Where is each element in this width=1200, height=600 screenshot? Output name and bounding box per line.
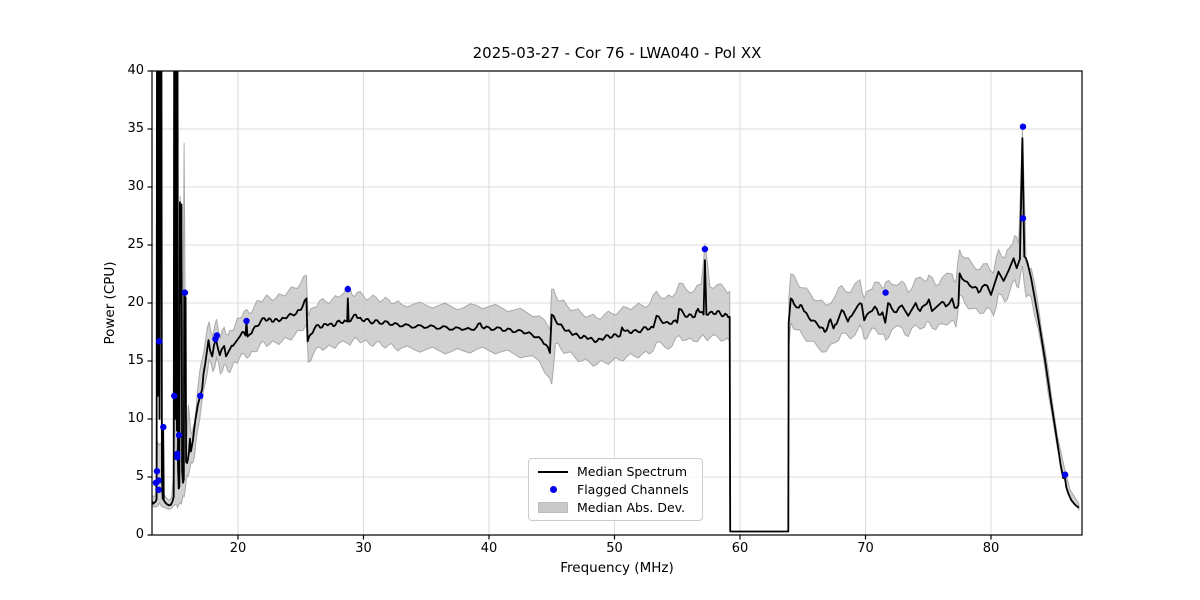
y-tick-label: 30 (127, 179, 144, 194)
legend-item-median-spectrum: Median Spectrum (538, 463, 694, 481)
y-tick-label: 40 (127, 63, 144, 78)
flagged-channel-dot (1019, 123, 1027, 130)
flagged-channel-dot (344, 285, 351, 293)
legend-label: Median Abs. Dev. (577, 499, 686, 515)
y-tick-label: 0 (135, 527, 144, 542)
flagged-channel-dot (701, 245, 709, 253)
x-tick-label: 60 (731, 541, 749, 556)
plot-border (151, 70, 1083, 536)
flagged-channel-dot (155, 486, 162, 493)
flagged-channel-dot (882, 289, 889, 296)
mad-patch-swatch-icon (538, 501, 568, 513)
flagged-channel-dot (171, 392, 178, 399)
legend-item-flagged-channels: Flagged Channels (538, 481, 694, 499)
median-spectrum-line (152, 71, 1080, 533)
flagged-channels-layer (152, 123, 1069, 493)
y-tick-label: 25 (127, 237, 144, 252)
x-tick-label: 20 (229, 541, 247, 556)
y-tick-label: 15 (127, 353, 144, 368)
flagged-channel-dot (155, 477, 162, 484)
x-tick-label: 70 (857, 541, 874, 556)
legend-label: Median Spectrum (577, 464, 688, 480)
flagged-channel-dot (174, 454, 181, 461)
flagged-channel-dot (156, 338, 163, 345)
flagged-dot-swatch-icon (538, 486, 568, 493)
legend-label: Flagged Channels (577, 482, 689, 497)
y-tick-label: 10 (127, 411, 144, 426)
flagged-channel-dot (243, 317, 250, 325)
flagged-channel-dot (160, 423, 167, 431)
flagged-channel-dot (1019, 215, 1027, 222)
y-tick-label: 20 (127, 295, 144, 310)
tick-marks-layer (147, 70, 992, 540)
x-tick-label: 40 (480, 541, 498, 556)
mad-band-area (152, 128, 1080, 532)
chart-title: 2025-03-27 - Cor 76 - LWA040 - Pol XX (472, 44, 762, 62)
x-tick-label: 80 (982, 541, 1000, 556)
x-axis-label: Frequency (MHz) (560, 560, 674, 576)
y-tick-label: 35 (127, 121, 144, 136)
median-line-swatch-icon (538, 470, 568, 473)
flagged-channel-dot (175, 432, 183, 439)
flagged-channel-dot (197, 392, 204, 399)
flagged-channel-dot (1061, 471, 1069, 478)
x-tick-label: 30 (355, 541, 372, 556)
flagged-channel-dot (181, 289, 189, 296)
flagged-channel-dot (213, 332, 221, 339)
flagged-channel-dot (153, 468, 161, 475)
legend: Median Spectrum Flagged Channels Median … (528, 458, 703, 521)
y-tick-label: 5 (135, 469, 144, 484)
legend-item-mad-band: Median Abs. Dev. (538, 498, 694, 516)
x-tick-label: 50 (606, 541, 623, 556)
